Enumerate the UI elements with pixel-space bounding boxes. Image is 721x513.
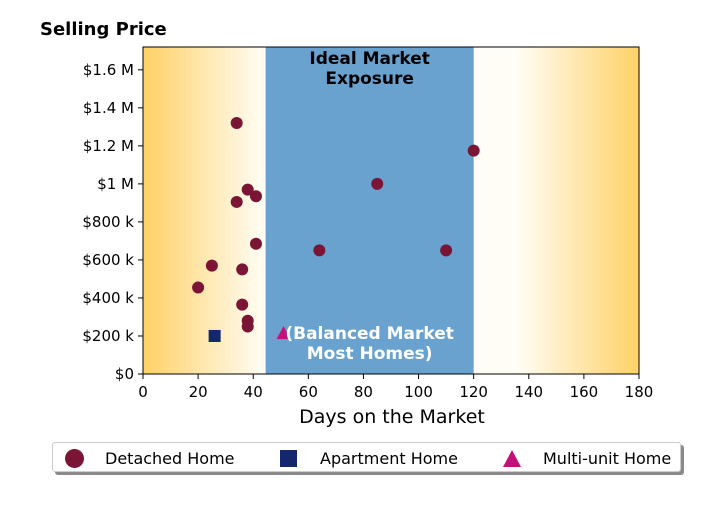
legend-label: Apartment Home [320, 448, 458, 468]
x-tick-label: 100 [404, 383, 433, 401]
legend-item-detached: Detached Home [65, 443, 235, 473]
detached-home-point [192, 281, 205, 294]
y-tick-label: $1 M [97, 175, 134, 193]
detached-home-point [371, 177, 384, 190]
legend: Detached Home Apartment Home Multi-unit … [52, 442, 681, 472]
x-tick-label: 120 [459, 383, 488, 401]
detached-home-point [440, 244, 453, 257]
detached-home-point [230, 195, 243, 208]
x-tick-label: 160 [570, 383, 599, 401]
y-axis: $0 $200 k $400 k $600 k $800 k $1 M $1.2 M $1.4… [82, 61, 143, 383]
x-tick-label: 0 [138, 383, 148, 401]
x-axis: 0 20 40 60 80 100 120 140 160 180 [138, 374, 653, 401]
zone-bottom-label: Most Homes) [307, 344, 433, 364]
ideal-exposure-zone [265, 47, 474, 374]
legend-label: Detached Home [105, 448, 235, 468]
y-tick-label: $1.6 M [83, 61, 134, 79]
x-axis-title: Days on the Market [299, 406, 485, 428]
x-tick-label: 80 [354, 383, 373, 401]
detached-home-point [241, 183, 254, 196]
x-tick-label: 20 [189, 383, 208, 401]
y-tick-label: $1.2 M [83, 137, 134, 155]
legend-circle-marker [65, 448, 84, 468]
y-tick-label: $400 k [82, 289, 134, 307]
scatter-chart: Selling Price 0 20 40 60 80 100 120 140 160 180 $… [40, 19, 653, 428]
legend-triangle-marker [503, 449, 521, 467]
y-tick-label: $800 k [82, 213, 134, 231]
legend-item-multi-unit: Multi-unit Home [503, 443, 671, 473]
legend-label: Multi-unit Home [543, 448, 672, 468]
x-tick-label: 40 [244, 383, 263, 401]
legend-square-marker [280, 449, 297, 467]
zone-top-label: Exposure [325, 69, 414, 89]
multi-unit-home-point [276, 326, 291, 340]
detached-home-point [205, 259, 218, 272]
detached-home-point [241, 320, 254, 333]
detached-home-point [236, 263, 249, 276]
plot-border [142, 46, 640, 375]
y-tick-label: $600 k [82, 251, 134, 269]
detached-home-point [467, 144, 480, 157]
plot-frame [142, 46, 640, 375]
y-tick-label: $200 k [82, 327, 134, 345]
x-tick-label: 140 [514, 383, 543, 401]
detached-home-point [313, 244, 326, 257]
detached-home-point [230, 117, 243, 130]
detached-home-point [236, 298, 249, 311]
detached-home-point [249, 237, 262, 250]
zone-rect [265, 47, 474, 374]
y-tick-label: $1.4 M [83, 99, 134, 117]
x-tick-label: 60 [299, 383, 318, 401]
legend-item-apartment: Apartment Home [280, 443, 458, 473]
zone-top-label: Ideal Market [309, 49, 430, 69]
chart-title: Selling Price [40, 19, 167, 40]
data-points [192, 117, 480, 342]
y-tick-label: $0 [115, 365, 134, 383]
zone-bottom-label: (Balanced Market [285, 324, 454, 344]
x-tick-label: 180 [625, 383, 654, 401]
detached-home-point [249, 190, 262, 203]
apartment-home-point [208, 329, 221, 342]
